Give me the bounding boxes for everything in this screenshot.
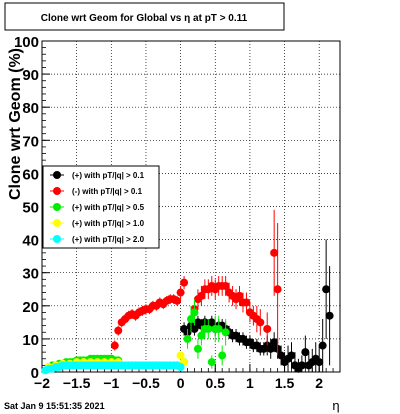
data-point — [193, 344, 202, 353]
data-point — [176, 363, 185, 372]
data-point — [173, 296, 182, 305]
y-tick-label: 20 — [22, 299, 39, 316]
y-tick-label: 80 — [22, 100, 39, 117]
legend-marker — [53, 187, 61, 195]
data-point — [221, 281, 230, 290]
data-point — [301, 348, 310, 357]
data-point — [110, 341, 119, 350]
data-point — [204, 324, 213, 333]
data-point — [235, 291, 244, 300]
data-point — [190, 324, 199, 333]
timestamp: Sat Jan 9 15:51:35 2021 — [4, 401, 105, 411]
data-point — [190, 308, 199, 317]
y-tick-labels: 0 10 20 30 40 50 60 70 80 90 100 — [14, 34, 39, 382]
data-point — [322, 285, 331, 294]
data-point — [197, 291, 206, 300]
x-tick-label: −0.5 — [132, 375, 160, 391]
legend-marker — [53, 235, 61, 243]
data-point — [214, 324, 223, 333]
data-point — [325, 311, 334, 320]
data-point — [183, 334, 192, 343]
legend-label: (+) with pT/|q| > 1.0 — [72, 219, 145, 228]
series-5 — [41, 361, 185, 375]
data-point — [242, 298, 251, 307]
y-tick-label: 60 — [22, 166, 39, 183]
data-point — [218, 351, 227, 360]
data-point — [256, 318, 265, 327]
legend-label: (+) with pT/|q| > 2.0 — [72, 235, 145, 244]
data-point — [180, 278, 189, 287]
legend-marker — [53, 203, 61, 211]
x-tick-label: 1.5 — [275, 375, 295, 391]
y-tick-label: 100 — [14, 34, 39, 51]
y-tick-label: 30 — [22, 266, 39, 283]
data-point — [273, 285, 282, 294]
legend-label: (-) with pT/|q| > 0.1 — [72, 187, 143, 196]
data-point — [297, 361, 306, 370]
data-point — [207, 318, 216, 327]
x-tick-label: −2 — [34, 375, 50, 391]
series-2 — [107, 209, 282, 363]
x-tick-label: 0.5 — [206, 375, 226, 391]
data-point — [221, 328, 230, 337]
data-point — [277, 351, 286, 360]
data-point — [266, 344, 275, 353]
legend: (+) with pT/|q| > 0.1 (-) with pT/|q| > 0… — [42, 165, 160, 249]
x-tick-label: −1 — [103, 375, 119, 391]
x-tick-label: 2 — [315, 375, 323, 391]
x-tick-label: 0 — [177, 375, 185, 391]
x-tick-label: −1.5 — [63, 375, 91, 391]
legend-label: (+) with pT/|q| > 0.5 — [72, 203, 145, 212]
y-tick-label: 90 — [22, 67, 39, 84]
data-point — [263, 324, 272, 333]
x-tick-labels: −2 −1.5 −1 −0.5 0 0.5 1 1.5 2 — [34, 375, 323, 391]
y-tick-label: 40 — [22, 233, 39, 250]
data-point — [176, 288, 185, 297]
data-point — [187, 315, 195, 324]
legend-marker — [53, 219, 61, 227]
data-point — [287, 351, 296, 360]
data-point — [270, 248, 279, 257]
y-tick-label: 10 — [22, 332, 39, 349]
chart-title: Clone wrt Geom for Global vs η at pT > 0… — [41, 13, 248, 24]
y-axis-title: Clone wrt Geom (%) — [7, 48, 24, 200]
data-point — [114, 326, 123, 335]
data-point — [207, 358, 216, 367]
y-tick-label: 0 — [31, 365, 39, 382]
data-point — [315, 358, 324, 367]
data-point — [176, 351, 185, 360]
x-axis-title: η — [332, 398, 339, 413]
legend-label: (+) with pT/|q| > 0.1 — [72, 171, 145, 180]
legend-marker — [53, 171, 61, 179]
y-tick-label: 70 — [22, 133, 39, 150]
title-box — [4, 2, 285, 31]
series-layer — [41, 209, 334, 375]
y-tick-label: 50 — [22, 200, 39, 217]
data-point — [270, 338, 279, 347]
x-tick-label: 1 — [246, 375, 254, 391]
data-point — [318, 341, 327, 350]
data-point — [197, 331, 206, 340]
